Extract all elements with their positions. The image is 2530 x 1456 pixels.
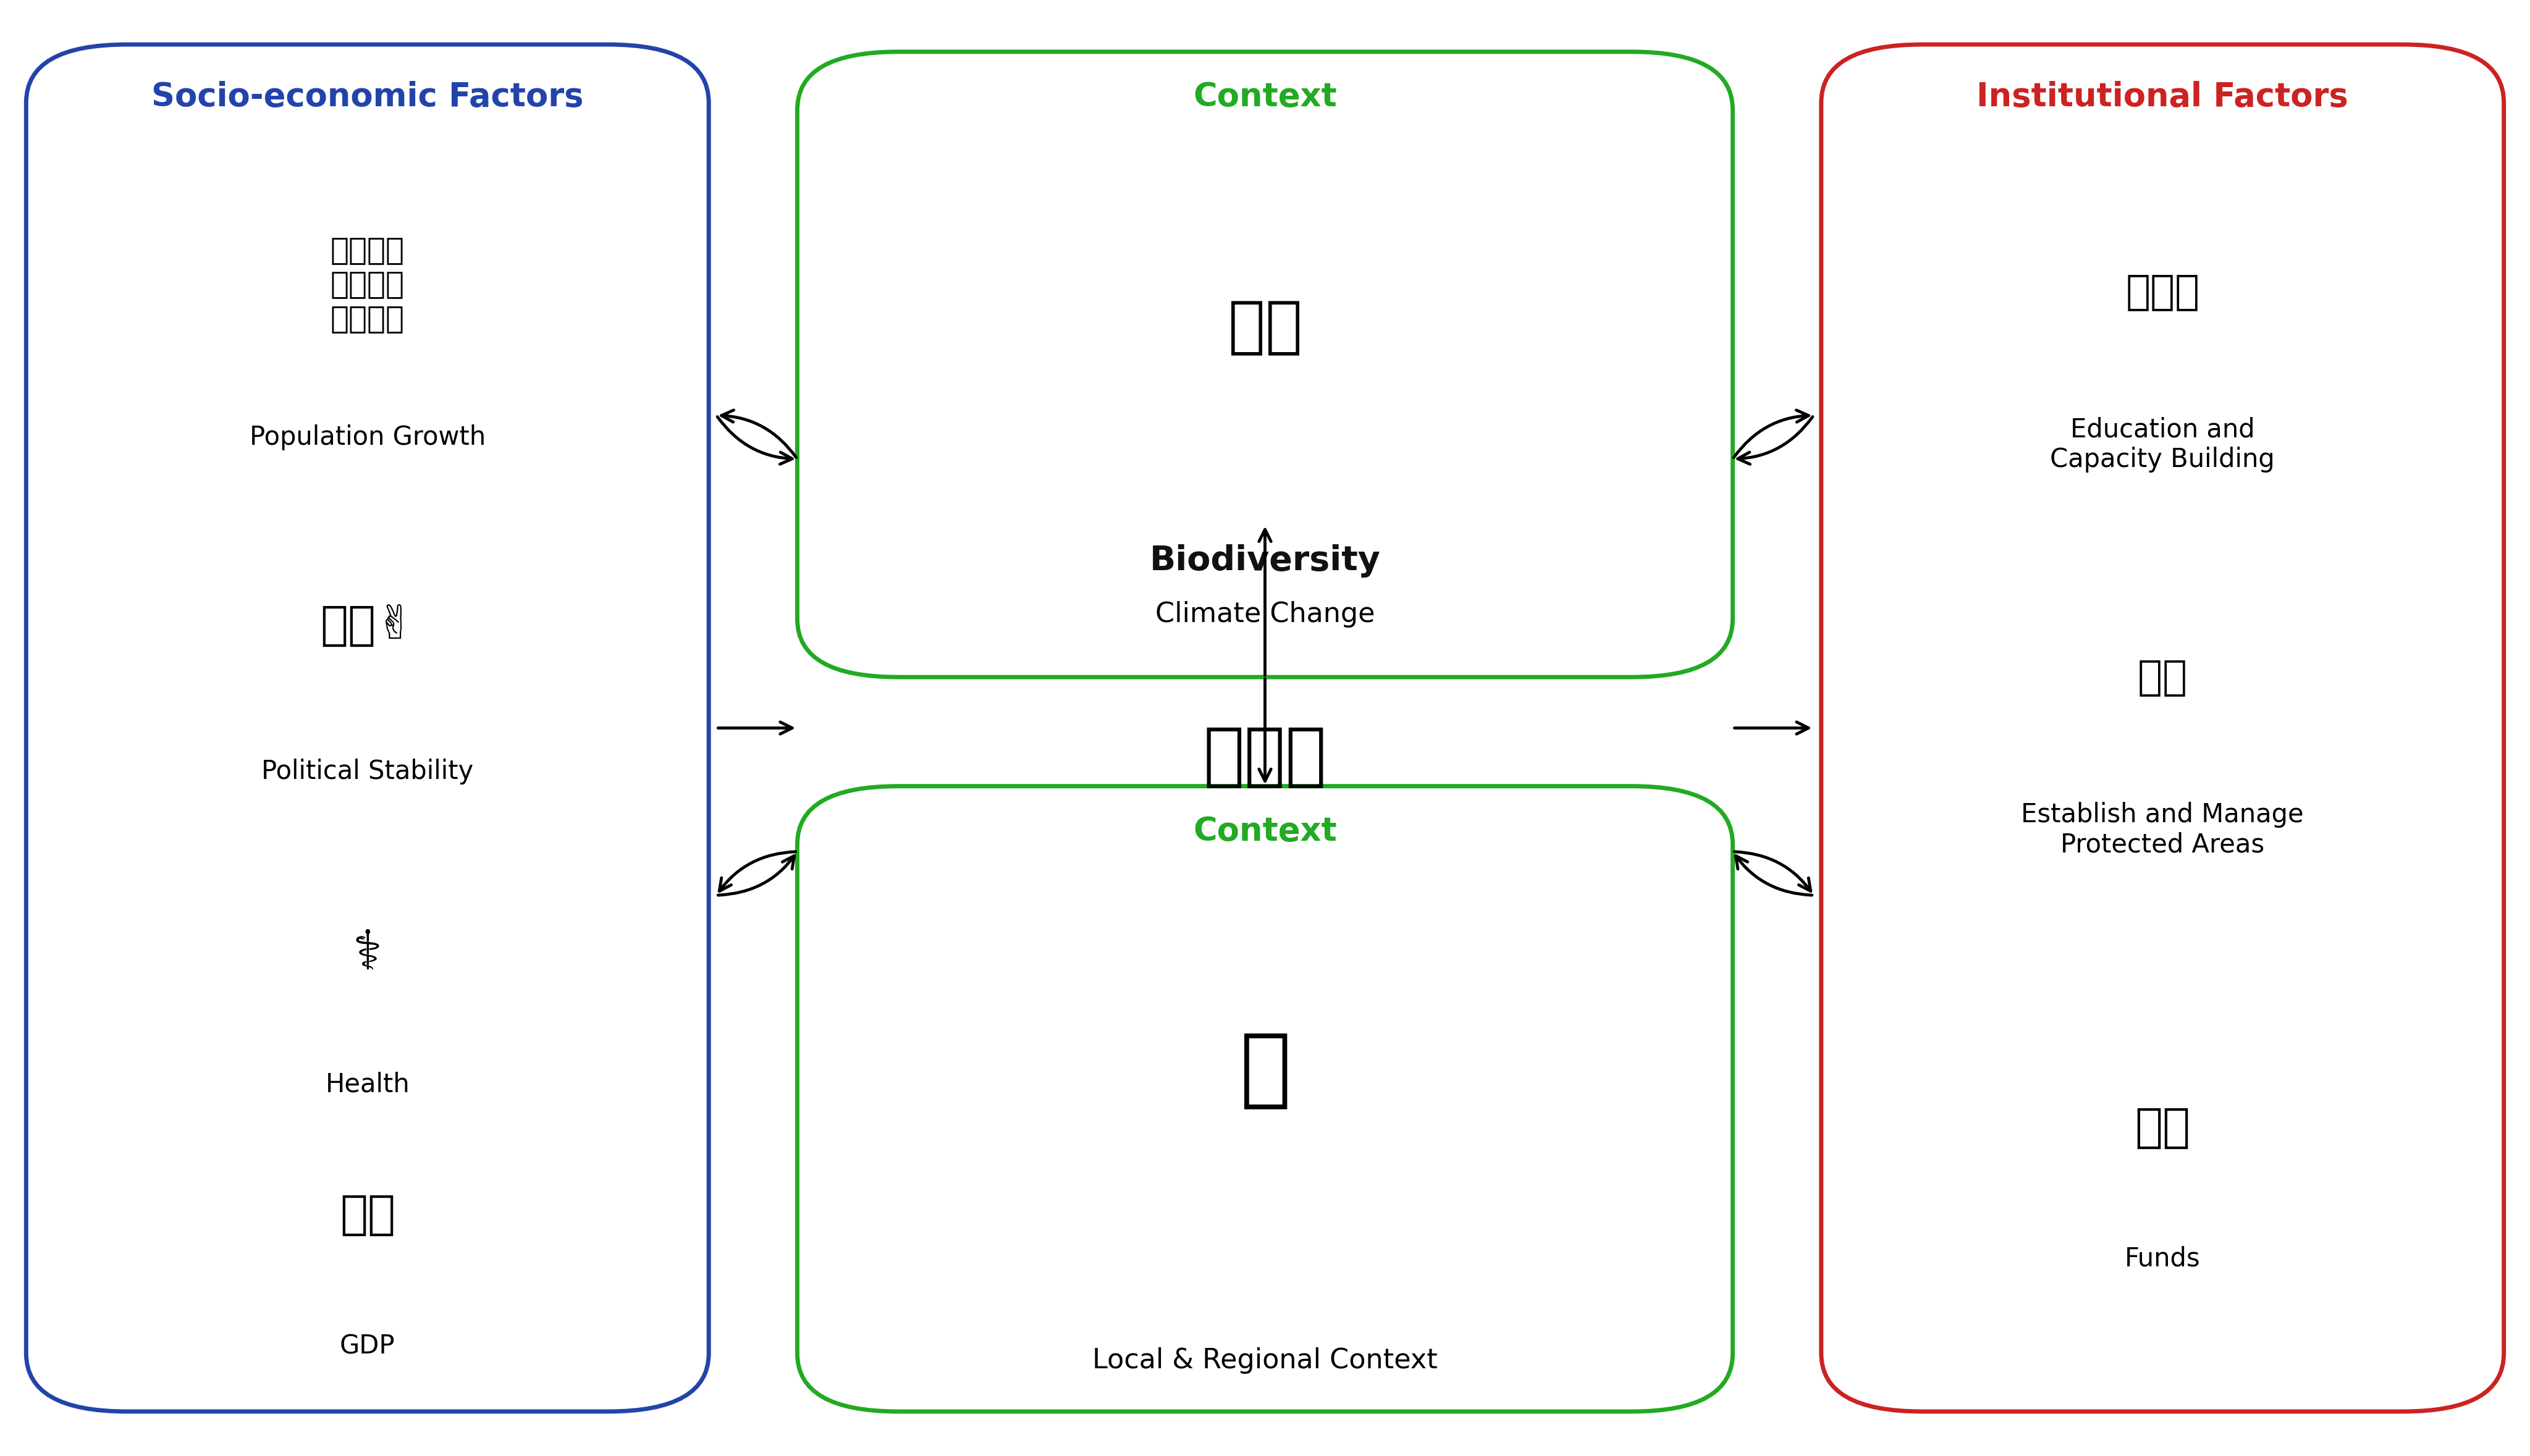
Text: 📊💰: 📊💰 — [339, 1192, 395, 1238]
Text: 👥👥👥👥
👥👥👥👥
👥👥👥👥: 👥👥👥👥 👥👥👥👥 👥👥👥👥 — [331, 236, 405, 333]
Text: 💵💰: 💵💰 — [2135, 1105, 2191, 1150]
Text: Local & Regional Context: Local & Regional Context — [1093, 1347, 1437, 1374]
Text: 🌍🌡️: 🌍🌡️ — [1227, 298, 1303, 358]
Text: Biodiversity: Biodiversity — [1149, 545, 1381, 578]
Text: Funds: Funds — [2125, 1246, 2201, 1271]
Text: Political Stability: Political Stability — [261, 759, 473, 785]
Text: Context: Context — [1194, 815, 1336, 847]
Text: ✋✊✌: ✋✊✌ — [321, 604, 415, 649]
Text: Establish and Manage
Protected Areas: Establish and Manage Protected Areas — [2021, 802, 2305, 858]
Text: Context: Context — [1194, 82, 1336, 114]
Text: Climate Change: Climate Change — [1156, 601, 1374, 628]
Text: Socio-economic Factors: Socio-economic Factors — [152, 82, 584, 114]
Text: 🌍: 🌍 — [1240, 1028, 1290, 1111]
FancyBboxPatch shape — [25, 45, 708, 1411]
Text: Health: Health — [326, 1072, 410, 1098]
Text: Population Growth: Population Growth — [250, 424, 486, 450]
FancyBboxPatch shape — [1822, 45, 2505, 1411]
Text: GDP: GDP — [339, 1334, 395, 1358]
Text: Institutional Factors: Institutional Factors — [1976, 82, 2348, 114]
Text: 🎓📚🌐: 🎓📚🌐 — [2125, 271, 2199, 312]
FancyBboxPatch shape — [797, 52, 1733, 677]
Text: 🌲🏔️: 🌲🏔️ — [2138, 657, 2188, 697]
FancyBboxPatch shape — [797, 786, 1733, 1411]
Text: Education and
Capacity Building: Education and Capacity Building — [2049, 416, 2274, 472]
Text: 🐘🌳🦅: 🐘🌳🦅 — [1204, 724, 1326, 791]
Text: ⚕️: ⚕️ — [352, 926, 382, 980]
